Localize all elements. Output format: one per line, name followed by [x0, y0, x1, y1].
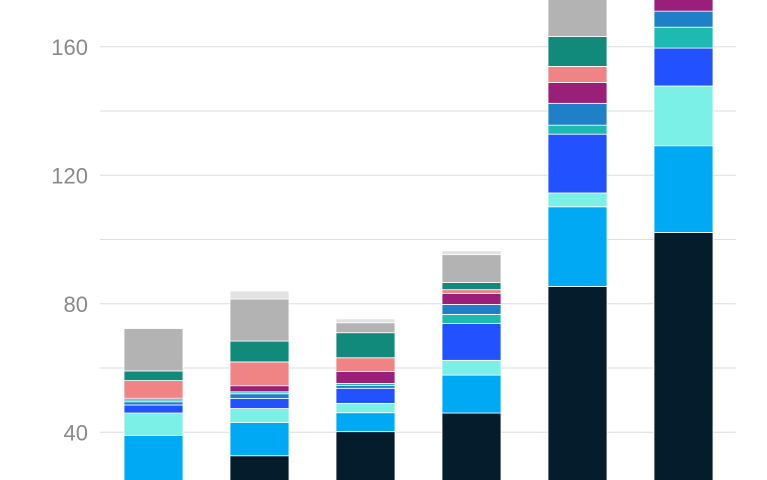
- bar-segment: [335, 318, 396, 324]
- bar-segment: [335, 431, 396, 480]
- bar-segment: [653, 232, 714, 480]
- y-tick-label: 40: [64, 420, 88, 445]
- bar-segment: [229, 408, 290, 423]
- bar-segment: [441, 359, 502, 376]
- bar-segment: [441, 314, 502, 324]
- bar-stack: [547, 0, 608, 480]
- bar-segment: [229, 361, 290, 387]
- bar-segment: [441, 289, 502, 294]
- bar-segment: [229, 398, 290, 409]
- bar-segment: [653, 0, 714, 12]
- bar-segment: [229, 455, 290, 480]
- bar-segment: [335, 371, 396, 384]
- bar-segment: [547, 65, 608, 83]
- bar-segment: [441, 254, 502, 283]
- bar-segment: [547, 192, 608, 208]
- bar-segment: [229, 340, 290, 363]
- bar-segment: [229, 421, 290, 457]
- bar-segment: [547, 206, 608, 287]
- bar-segment: [547, 102, 608, 126]
- bar-segment: [547, 0, 608, 37]
- bar-segment: [123, 404, 184, 414]
- grid-lines: [100, 46, 736, 433]
- bar-segment: [653, 145, 714, 233]
- bar-stack: [441, 250, 502, 480]
- bar-segment: [441, 412, 502, 480]
- bar-segment: [653, 26, 714, 49]
- bar-segment: [123, 380, 184, 399]
- bar-segment: [229, 385, 290, 393]
- bar-segment: [229, 298, 290, 342]
- bar-segment: [335, 412, 396, 433]
- bar-segment: [229, 393, 290, 399]
- bar-segment: [547, 133, 608, 194]
- bar-stack: [335, 318, 396, 480]
- y-axis-tick-labels: 40 80 120 160: [51, 35, 88, 445]
- bar-segment: [547, 36, 608, 67]
- bar-segment: [547, 82, 608, 104]
- bar-segment: [547, 124, 608, 135]
- bar-segment: [653, 47, 714, 87]
- bar-segment: [335, 387, 396, 404]
- bar-segment: [335, 322, 396, 334]
- y-tick-label: 160: [51, 35, 88, 60]
- bar-segment: [547, 286, 608, 480]
- bar-segment: [441, 322, 502, 361]
- bar-segment: [123, 370, 184, 381]
- bar-stack: [653, 0, 714, 480]
- bar-segment: [441, 304, 502, 315]
- bar-segment: [441, 282, 502, 291]
- bar-segment: [335, 402, 396, 414]
- bar-stack: [123, 328, 184, 480]
- bar-segment: [441, 293, 502, 305]
- bar-segment: [123, 435, 184, 480]
- y-tick-label: 120: [51, 163, 88, 188]
- bar-segment: [335, 332, 396, 359]
- bar-segment: [335, 384, 396, 389]
- bar-segment: [123, 412, 184, 436]
- bar-segment: [335, 357, 396, 372]
- bar-stack: [229, 290, 290, 480]
- bar-segment: [653, 10, 714, 28]
- bar-segment: [653, 85, 714, 147]
- bar-segment: [441, 374, 502, 414]
- bar-segment: [229, 290, 290, 300]
- bar-segment: [123, 401, 184, 406]
- bar-segment: [441, 250, 502, 256]
- bar-segment: [123, 328, 184, 372]
- y-tick-label: 80: [64, 292, 88, 317]
- bars: [123, 0, 714, 480]
